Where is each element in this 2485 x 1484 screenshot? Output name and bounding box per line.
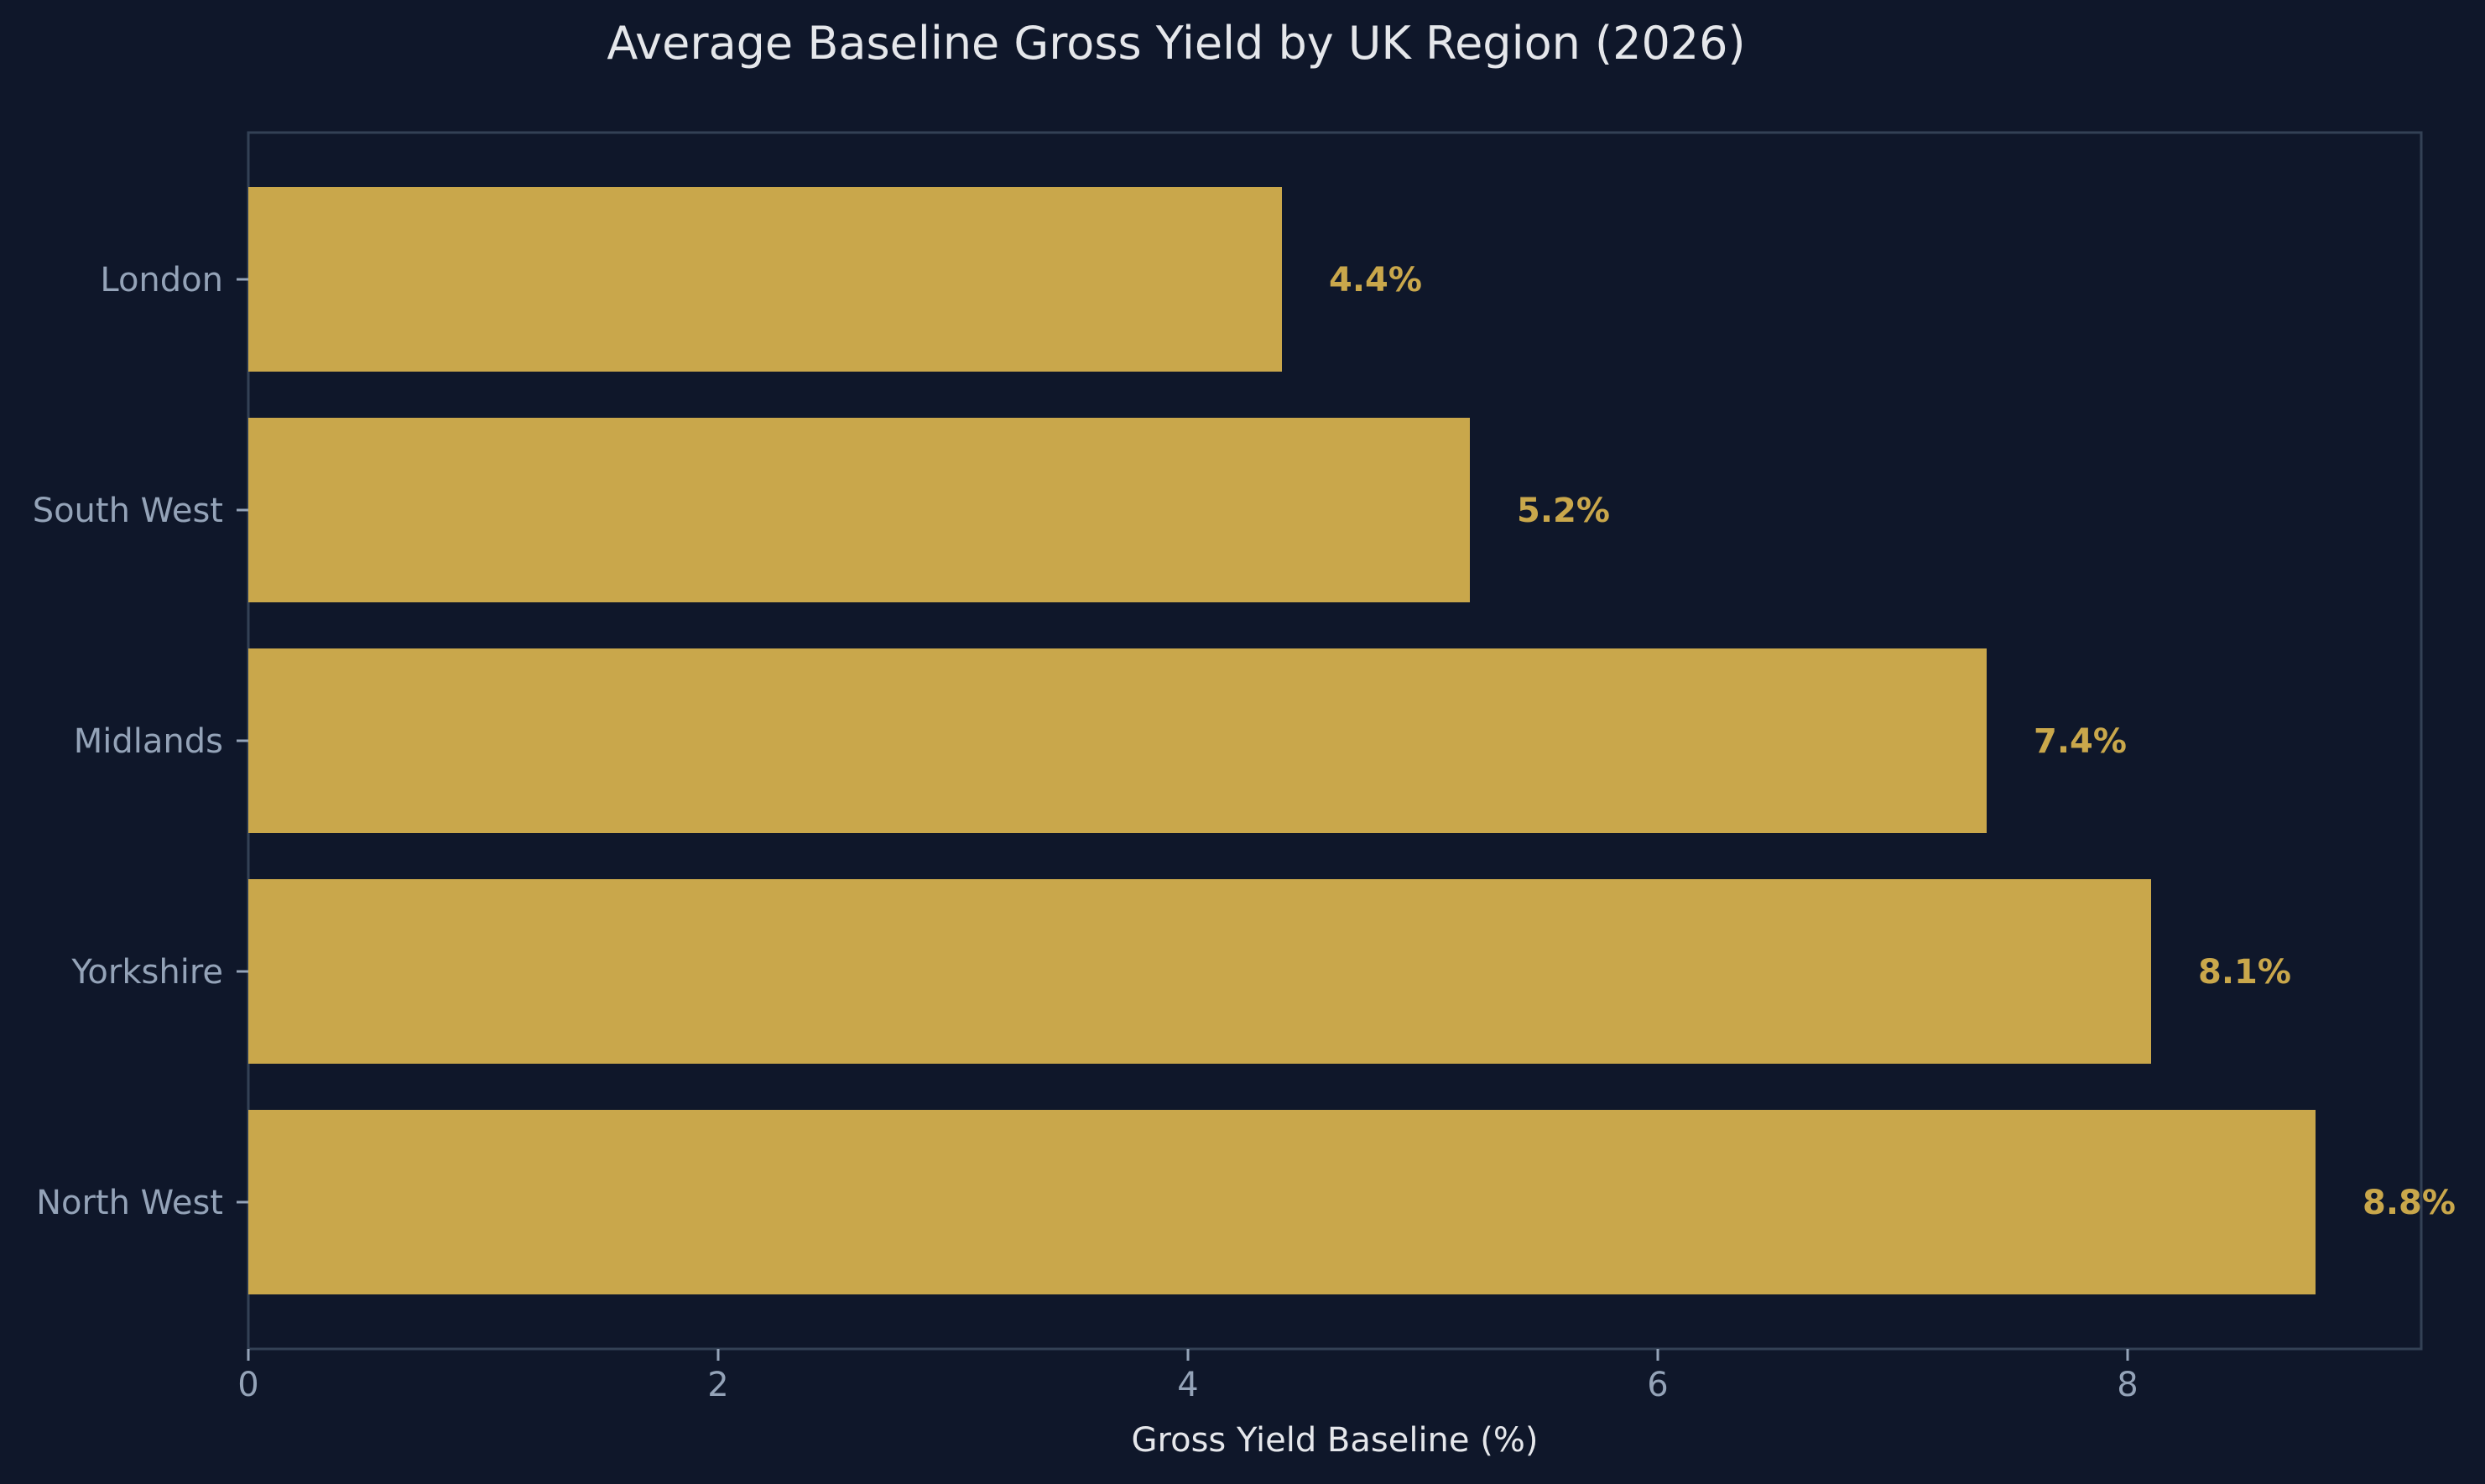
x-tick-label: 8 xyxy=(2117,1366,2138,1404)
value-label: 5.2% xyxy=(1517,492,1610,530)
y-tick-label: Midlands xyxy=(74,722,223,761)
x-tick-label: 2 xyxy=(707,1366,728,1404)
x-tick-label: 6 xyxy=(1647,1366,1668,1404)
value-label: 8.1% xyxy=(2198,953,2291,992)
y-tick-label: London xyxy=(100,261,223,299)
bars-group xyxy=(248,187,2316,1294)
value-label: 4.4% xyxy=(1329,261,1422,299)
y-axis-ticks: London South West Midlands Yorkshire North W… xyxy=(33,261,248,1222)
x-tick-label: 4 xyxy=(1177,1366,1198,1404)
bar-south-west xyxy=(248,418,1470,602)
x-axis-ticks: 0 2 4 6 8 xyxy=(237,1349,2139,1404)
bar-north-west xyxy=(248,1110,2316,1294)
y-tick-label: North West xyxy=(36,1184,223,1222)
bar-london xyxy=(248,187,1282,372)
value-label: 8.8% xyxy=(2363,1184,2456,1222)
bar-midlands xyxy=(248,648,1987,833)
value-labels-group: 4.4% 5.2% 7.4% 8.1% 8.8% xyxy=(1329,261,2456,1222)
bar-yorkshire xyxy=(248,879,2151,1064)
chart-title: Average Baseline Gross Yield by UK Regio… xyxy=(607,17,1745,70)
y-tick-label: Yorkshire xyxy=(70,953,223,992)
y-tick-label: South West xyxy=(33,492,223,530)
x-tick-label: 0 xyxy=(237,1366,258,1404)
value-label: 7.4% xyxy=(2034,722,2127,761)
x-axis-label: Gross Yield Baseline (%) xyxy=(1132,1421,1539,1460)
